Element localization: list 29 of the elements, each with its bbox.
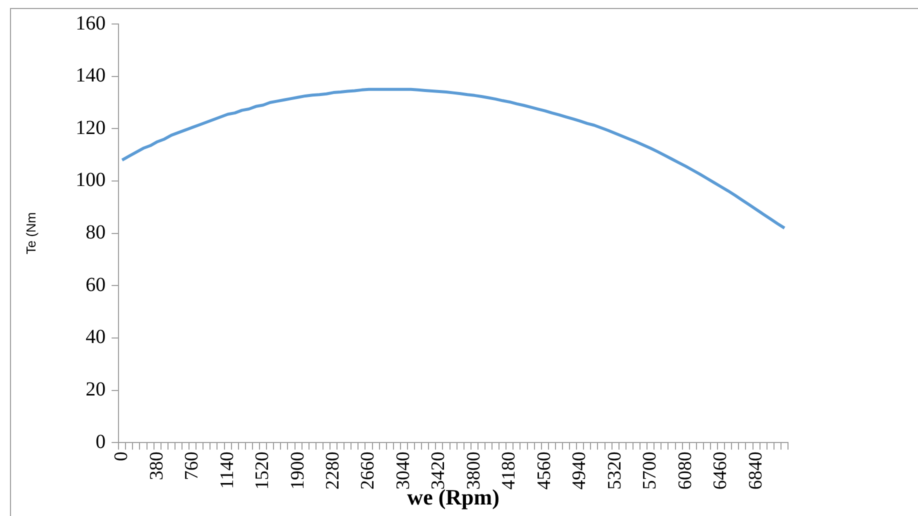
x-tick-label: 3420 [428, 452, 450, 490]
x-tick-label: 3800 [463, 452, 484, 490]
y-tick-label: 60 [86, 274, 106, 296]
x-tick-label: 5700 [640, 452, 661, 490]
y-tick-label: 100 [76, 169, 106, 192]
y-axis-title: Te (Nm [23, 212, 38, 254]
y-tick-label: 160 [76, 12, 106, 34]
x-tick-label: 2280 [322, 452, 344, 490]
x-tick-label: 5320 [604, 452, 626, 490]
x-tick-label: 6080 [674, 452, 696, 490]
y-tick-label: 0 [96, 430, 106, 453]
x-tick-label: 1520 [252, 452, 274, 490]
x-tick-label: 1140 [216, 452, 238, 489]
x-tick-label: 0 [111, 452, 132, 462]
x-tick-label: 380 [146, 452, 168, 480]
x-tick-label: 2660 [358, 452, 379, 490]
x-tick-label: 760 [182, 452, 203, 480]
x-tick-label: 6840 [745, 452, 766, 490]
x-tick-label: 4180 [498, 452, 520, 490]
x-tick-label: 4940 [569, 452, 590, 490]
y-tick-label: 40 [86, 326, 106, 348]
x-tick-label: 1900 [287, 452, 308, 490]
x-tick-label: 6460 [710, 452, 732, 490]
x-tick-label: 3040 [392, 452, 414, 490]
x-tick-label: 4560 [534, 452, 555, 490]
y-tick-label: 120 [76, 116, 106, 139]
y-tick-label: 80 [86, 222, 106, 244]
y-tick-label: 20 [86, 378, 106, 401]
y-tick-label: 140 [76, 64, 106, 87]
